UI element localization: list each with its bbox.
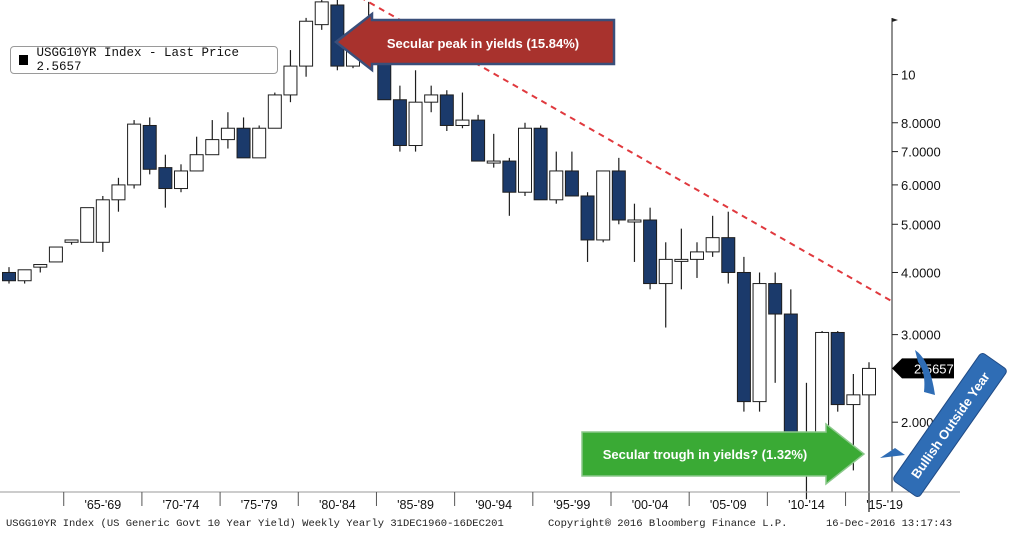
candle-body <box>330 4 345 67</box>
y-tick-label: 5.0000 <box>901 217 941 232</box>
candle-body <box>455 119 470 126</box>
x-tick-label: '00-'04 <box>632 498 669 512</box>
y-tick-label: 6.0000 <box>901 178 941 193</box>
bullish-callout-box <box>893 352 1007 498</box>
candle-body <box>174 170 188 190</box>
candle-body <box>611 170 626 221</box>
candle-body <box>220 127 235 141</box>
candle-body <box>408 101 423 147</box>
x-tick-label: '05-'09 <box>710 498 747 512</box>
footer-timestamp: 16-Dec-2016 13:17:43 <box>826 518 953 530</box>
candle-body <box>314 1 329 26</box>
candle-body <box>768 283 783 315</box>
footer-copyright: Copyright® 2016 Bloomberg Finance L.P. <box>548 518 788 530</box>
candle-body <box>533 127 548 201</box>
candle-body <box>252 127 267 159</box>
candle-body <box>783 313 798 437</box>
candle-body <box>518 127 532 193</box>
candle-body <box>158 167 173 190</box>
x-tick-label: '85-'89 <box>397 498 434 512</box>
x-tick-label: '10-'14 <box>788 498 825 512</box>
candle-body <box>486 160 501 164</box>
x-tick-label: '65-'69 <box>84 498 121 512</box>
candle-body <box>674 258 689 262</box>
candle-body <box>736 271 751 403</box>
candle-body <box>95 199 110 243</box>
x-tick-label: '15-'19 <box>866 498 903 512</box>
candle-body <box>392 99 407 147</box>
y-tick-label: 4.0000 <box>901 265 941 280</box>
candle-body <box>862 367 876 396</box>
candle-body <box>752 283 767 403</box>
candle-body <box>17 269 32 282</box>
candle-body <box>48 246 63 263</box>
candle-body <box>142 124 157 170</box>
candle-body <box>830 331 845 406</box>
candle-body <box>33 264 48 268</box>
x-tick-label: '95-'99 <box>554 498 591 512</box>
y-tick-label: 10 <box>901 68 915 83</box>
candle-body <box>471 119 486 162</box>
peak-annotation-label: Secular peak in yields (15.84%) <box>387 36 579 51</box>
candle-body <box>283 65 298 96</box>
x-tick-label: '90-'94 <box>475 498 512 512</box>
legend-text: USGG10YR Index - Last Price 2.5657 <box>36 46 239 74</box>
candle-body <box>658 258 673 285</box>
candle-body <box>424 94 439 103</box>
bullish-callout-tail-icon <box>880 448 905 458</box>
footer: USGG10YR Index (US Generic Govt 10 Year … <box>0 516 1024 538</box>
candle-body <box>721 237 736 273</box>
candle-body <box>299 20 314 67</box>
candle-body <box>690 251 704 260</box>
candle-body <box>189 154 204 172</box>
candle-body <box>549 170 564 201</box>
candle-body <box>643 219 658 285</box>
y-tick-label: 3.0000 <box>901 328 941 343</box>
candle-body <box>580 195 595 241</box>
y-axis-arrow-icon <box>892 18 898 22</box>
candle-body <box>80 207 95 243</box>
candle-body <box>236 127 251 159</box>
candle-body <box>439 94 454 126</box>
candle-body <box>705 237 720 253</box>
trough-arrow-icon <box>581 422 866 486</box>
peak-arrow-icon <box>333 11 616 73</box>
candle-body <box>205 139 220 156</box>
bullish-callout-pointer-icon <box>915 350 935 395</box>
candle-body <box>111 184 126 201</box>
trough-annotation-label: Secular trough in yields? (1.32%) <box>603 447 807 462</box>
candle-body <box>2 271 16 282</box>
candle-body <box>846 394 861 406</box>
y-tick-label: 8.0000 <box>901 116 941 131</box>
candle-body <box>596 170 611 241</box>
candle-body <box>267 94 282 129</box>
candle-body <box>502 160 517 193</box>
candle-body <box>64 239 79 243</box>
footer-left: USGG10YR Index (US Generic Govt 10 Year … <box>6 518 504 530</box>
candle-body <box>627 219 642 223</box>
x-tick-label: '80-'84 <box>319 498 356 512</box>
x-tick-label: '70-'74 <box>163 498 200 512</box>
candle-body <box>564 170 579 197</box>
legend-swatch-icon <box>19 55 29 65</box>
candle-body <box>127 123 142 186</box>
x-tick-label: '75-'79 <box>241 498 278 512</box>
legend: USGG10YR Index - Last Price 2.5657 <box>10 46 278 74</box>
y-tick-label: 7.0000 <box>901 145 941 160</box>
